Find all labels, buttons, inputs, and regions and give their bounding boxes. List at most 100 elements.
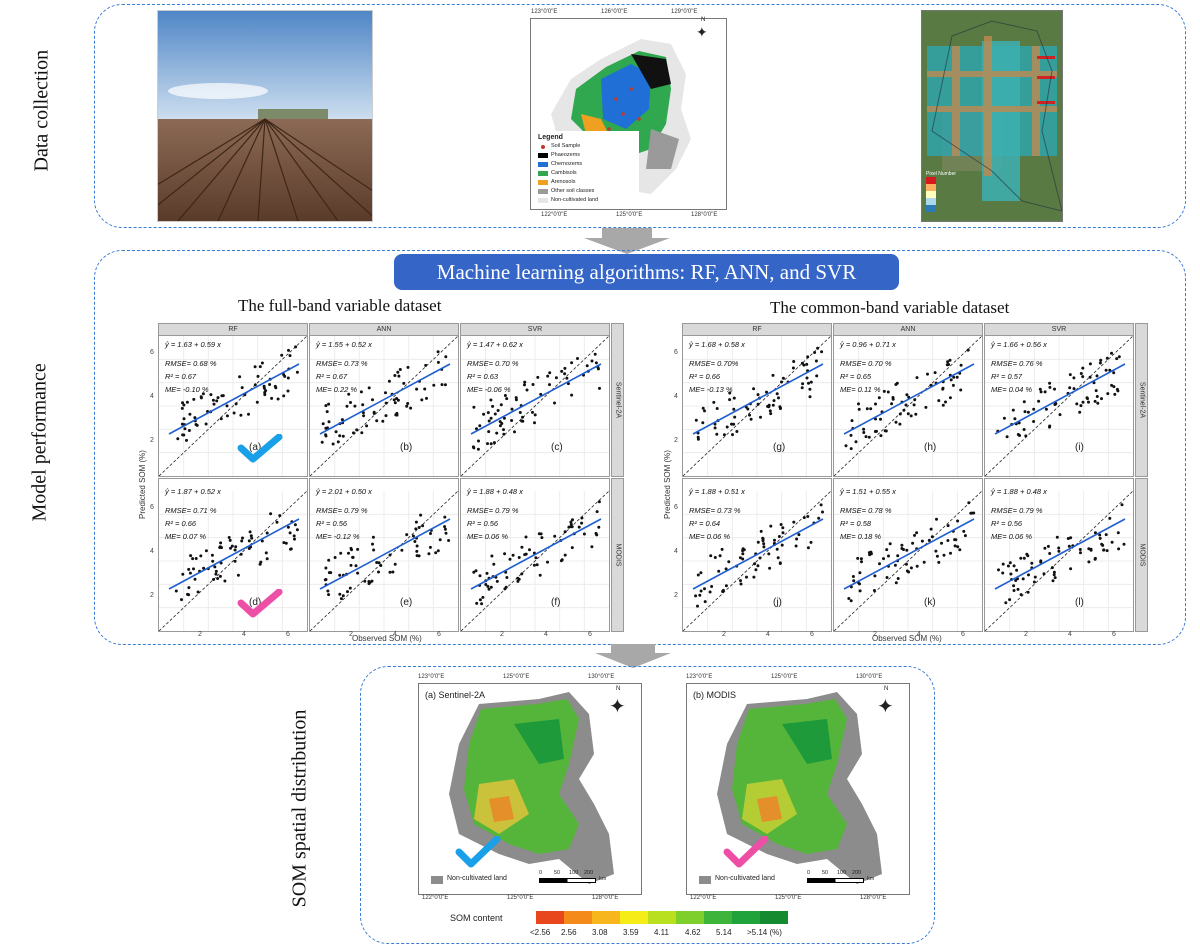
data-point: [560, 558, 564, 562]
som-legend-label: 4.62: [685, 928, 701, 937]
data-point: [1104, 368, 1108, 372]
data-point: [972, 511, 976, 515]
legend-label: Soil Sample: [551, 143, 581, 149]
rmse-value: RMSE= 0.78 %: [840, 506, 892, 515]
r2-value: R² = 0.64: [689, 519, 721, 528]
data-point: [1019, 593, 1023, 597]
data-point: [370, 579, 374, 583]
data-point: [792, 360, 796, 363]
data-point: [565, 376, 569, 380]
data-point: [778, 405, 782, 409]
data-point: [423, 387, 427, 391]
data-point: [1021, 577, 1025, 581]
data-point: [582, 532, 586, 536]
data-point: [1068, 373, 1072, 377]
data-point: [540, 536, 544, 540]
data-point: [560, 369, 564, 373]
data-point: [478, 574, 482, 578]
data-point: [754, 568, 758, 572]
data-point: [434, 551, 438, 555]
data-point: [349, 563, 353, 567]
data-point: [323, 578, 327, 582]
data-point: [1032, 580, 1036, 584]
data-point: [268, 383, 272, 386]
data-point: [710, 585, 714, 588]
data-point: [338, 573, 342, 577]
data-point: [873, 430, 877, 433]
data-point: [182, 403, 186, 407]
som-legend-label: 2.56: [561, 928, 577, 937]
data-point: [345, 404, 349, 408]
data-point: [216, 577, 220, 580]
data-point: [762, 545, 766, 549]
data-point: [1032, 407, 1036, 411]
data-point: [563, 366, 567, 370]
data-point: [781, 376, 785, 380]
data-point: [508, 557, 512, 561]
pixel-legend-swatch: [926, 177, 936, 184]
regression-equation: ŷ = 1.55 + 0.52 x: [316, 340, 372, 349]
data-point: [1088, 375, 1092, 379]
som-area: [757, 796, 782, 822]
panel-stats: ŷ = 2.01 + 0.50 x RMSE= 0.79 % R² = 0.56 ME…: [316, 485, 372, 543]
data-point: [531, 410, 534, 414]
som-area: [489, 796, 514, 822]
data-point: [356, 571, 360, 575]
data-point: [1078, 548, 1082, 551]
data-point: [1048, 424, 1052, 428]
pixel-number-legend: Pixel Number: [926, 171, 956, 212]
data-point: [176, 437, 180, 441]
data-point: [188, 571, 192, 575]
data-point: [503, 587, 507, 591]
data-point: [756, 540, 760, 544]
data-point: [1100, 397, 1103, 401]
map-bottom-coord: 122°0'0"E: [690, 895, 717, 901]
map-bottom-coord: 125°0'0"E: [775, 895, 802, 901]
data-point: [480, 602, 484, 606]
data-point: [1110, 540, 1114, 544]
y-tick-label: 4: [674, 548, 678, 555]
data-point: [1099, 358, 1103, 362]
data-point: [1088, 362, 1092, 366]
scatter-panel: SVR ŷ = 1.66 + 0.56 x RMSE= 0.76 % R² = 0.5…: [984, 323, 1134, 477]
scatter-svg: [310, 490, 458, 631]
model-strip: SVR: [461, 324, 609, 336]
data-point: [570, 361, 574, 365]
map-legend-item: Phaeozems: [538, 151, 636, 160]
data-point: [273, 384, 277, 388]
data-point: [181, 572, 185, 576]
data-point: [896, 554, 900, 558]
me-value: ME= 0.22 %: [316, 385, 358, 394]
map-bottom-coord: 125°0'0"E: [507, 895, 534, 901]
data-point: [927, 538, 931, 542]
data-point: [732, 407, 736, 411]
data-point: [1116, 531, 1120, 535]
regression-line: [692, 363, 824, 435]
data-point: [929, 527, 933, 531]
data-point: [872, 589, 876, 592]
x-tick-label: 6: [588, 631, 592, 638]
data-point: [327, 558, 331, 562]
map-legend-item: Soil Sample: [538, 142, 636, 151]
scatter-svg: [834, 490, 982, 631]
regression-equation: ŷ = 1.68 + 0.58 x: [689, 340, 745, 349]
scatter-panel: ŷ = 2.01 + 0.50 x RMSE= 0.79 % R² = 0.56 ME…: [309, 478, 459, 632]
data-point: [520, 572, 524, 576]
north-arrow-icon: ✦: [609, 696, 626, 718]
data-point: [495, 431, 499, 435]
data-point: [1013, 417, 1017, 421]
scale-unit: km: [867, 876, 875, 882]
data-point: [204, 549, 208, 553]
data-point: [391, 570, 395, 574]
data-point: [791, 366, 795, 370]
data-point: [1012, 584, 1016, 588]
data-point: [474, 569, 478, 573]
farmland-photo: [157, 10, 373, 222]
data-point: [191, 557, 195, 561]
data-point: [709, 554, 713, 558]
panel-id: (g): [773, 442, 786, 453]
regression-line: [168, 518, 300, 590]
data-point: [192, 397, 196, 401]
data-point: [505, 397, 509, 401]
data-point: [365, 424, 369, 428]
